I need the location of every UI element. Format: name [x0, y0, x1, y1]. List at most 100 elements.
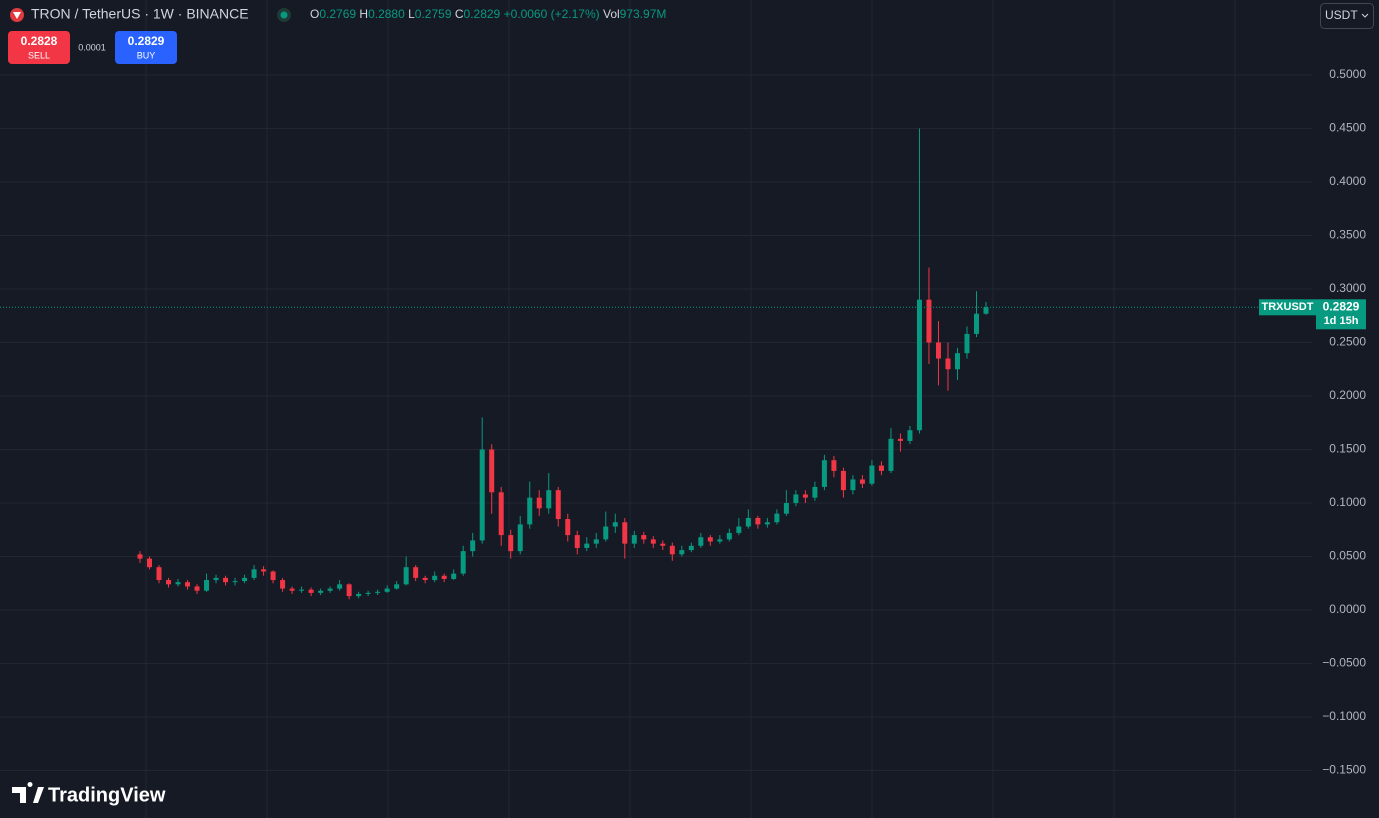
grid [0, 0, 1312, 818]
candle-body [422, 577, 428, 581]
candle-body [812, 486, 818, 498]
candle-body [213, 577, 219, 581]
candle-body [403, 567, 409, 585]
candle-body [413, 567, 419, 578]
candle-body [945, 358, 951, 370]
candle-body [318, 590, 324, 593]
candle-body [470, 540, 476, 552]
y-tick-label: 0.3000 [1329, 281, 1366, 295]
candle-body [745, 517, 751, 527]
candle-body [774, 513, 780, 523]
candle-body [346, 584, 352, 597]
candle-body [878, 465, 884, 471]
candle-body [460, 551, 466, 574]
candle-body [755, 517, 761, 525]
logo-icon [12, 782, 44, 803]
legend-label: H [359, 7, 368, 21]
legend-value: 0.2829 [464, 7, 501, 21]
sell-price: 0.2828 [21, 34, 58, 48]
currency-dropdown[interactable] [1320, 3, 1374, 29]
logo-text[interactable]: TradingView [48, 784, 166, 806]
y-tick-label: −0.1500 [1322, 763, 1366, 777]
legend-volume: 973.97M [620, 7, 667, 21]
y-tick-label: 0.5000 [1329, 67, 1366, 81]
candle-body [783, 502, 789, 514]
candle-body [631, 535, 637, 544]
legend-label: Vol [603, 7, 620, 21]
candle-body [736, 526, 742, 533]
candle-body [261, 569, 267, 572]
candle-body [280, 580, 286, 589]
candle-body [622, 522, 628, 544]
candle-body [156, 567, 162, 581]
candle-body [793, 494, 799, 503]
candle-body [840, 470, 846, 491]
symbol-title[interactable]: TRON / TetherUS · 1W · BINANCE [31, 6, 249, 22]
candle-body [185, 582, 191, 587]
symbol-tag-label: TRXUSDT [1262, 301, 1314, 313]
candle-body [650, 539, 656, 544]
candle-body [584, 543, 590, 548]
candle-body [973, 313, 979, 334]
candle-body [327, 588, 333, 591]
y-tick-label: 0.2000 [1329, 388, 1366, 402]
candle-body [517, 524, 523, 552]
candle-body [232, 581, 238, 583]
candle-body [384, 588, 390, 592]
y-tick-label: 0.4500 [1329, 121, 1366, 135]
y-tick-label: 0.2500 [1329, 335, 1366, 349]
candle-body [365, 592, 371, 594]
legend-label: C [455, 7, 464, 21]
y-tick-label: 0.3500 [1329, 228, 1366, 242]
candle-body [356, 593, 362, 597]
symbol-tag [1259, 299, 1316, 316]
candle-body [432, 575, 438, 581]
legend-label: L [408, 7, 415, 21]
candle-body [641, 535, 647, 540]
candle-body [859, 479, 865, 484]
candle-body [574, 535, 580, 548]
y-tick-label: 0.1500 [1329, 442, 1366, 456]
candle-body [593, 539, 599, 544]
candle-body [479, 449, 485, 541]
y-tick-label: −0.0500 [1322, 656, 1366, 670]
sell-button[interactable] [8, 31, 70, 64]
candle-body [935, 342, 941, 359]
legend-change: +0.0060 (+2.17%) [504, 7, 600, 21]
candle-body [802, 494, 808, 498]
candle-body [498, 492, 504, 536]
candle-body [660, 543, 666, 546]
ohlc-legend: O0.2769 H0.2880 L0.2759 C0.2829 +0.0060 … [310, 7, 666, 21]
candle-body [850, 479, 856, 491]
y-tick-label: 0.0000 [1329, 602, 1366, 616]
legend-value: 0.2759 [415, 7, 452, 21]
candle-body [707, 537, 713, 542]
candle-body [242, 577, 248, 582]
candle-body [251, 569, 257, 578]
candle-body [679, 550, 685, 555]
legend-label: O [310, 7, 319, 21]
buy-price: 0.2829 [128, 34, 165, 48]
candle-body [964, 333, 970, 354]
legend-value: 0.2769 [319, 7, 356, 21]
price-tag-countdown: 1d 15h [1324, 315, 1359, 327]
candle-body [204, 580, 210, 591]
candle-body [926, 299, 932, 343]
candle-body [337, 584, 343, 589]
candle-body [983, 307, 989, 314]
dropdown-caret [1361, 13, 1369, 18]
buy-button[interactable] [115, 31, 177, 64]
candle-body [916, 299, 922, 431]
candle-body [717, 539, 723, 542]
candle-body [546, 490, 552, 509]
candle-body [907, 430, 913, 441]
legend-value: 0.2880 [368, 7, 405, 21]
y-tick-label: 0.1000 [1329, 495, 1366, 509]
candle-body [954, 353, 960, 370]
candle-body [375, 591, 381, 593]
candle-body [451, 573, 457, 579]
price-tag [1316, 299, 1366, 330]
candle-body [308, 589, 314, 593]
